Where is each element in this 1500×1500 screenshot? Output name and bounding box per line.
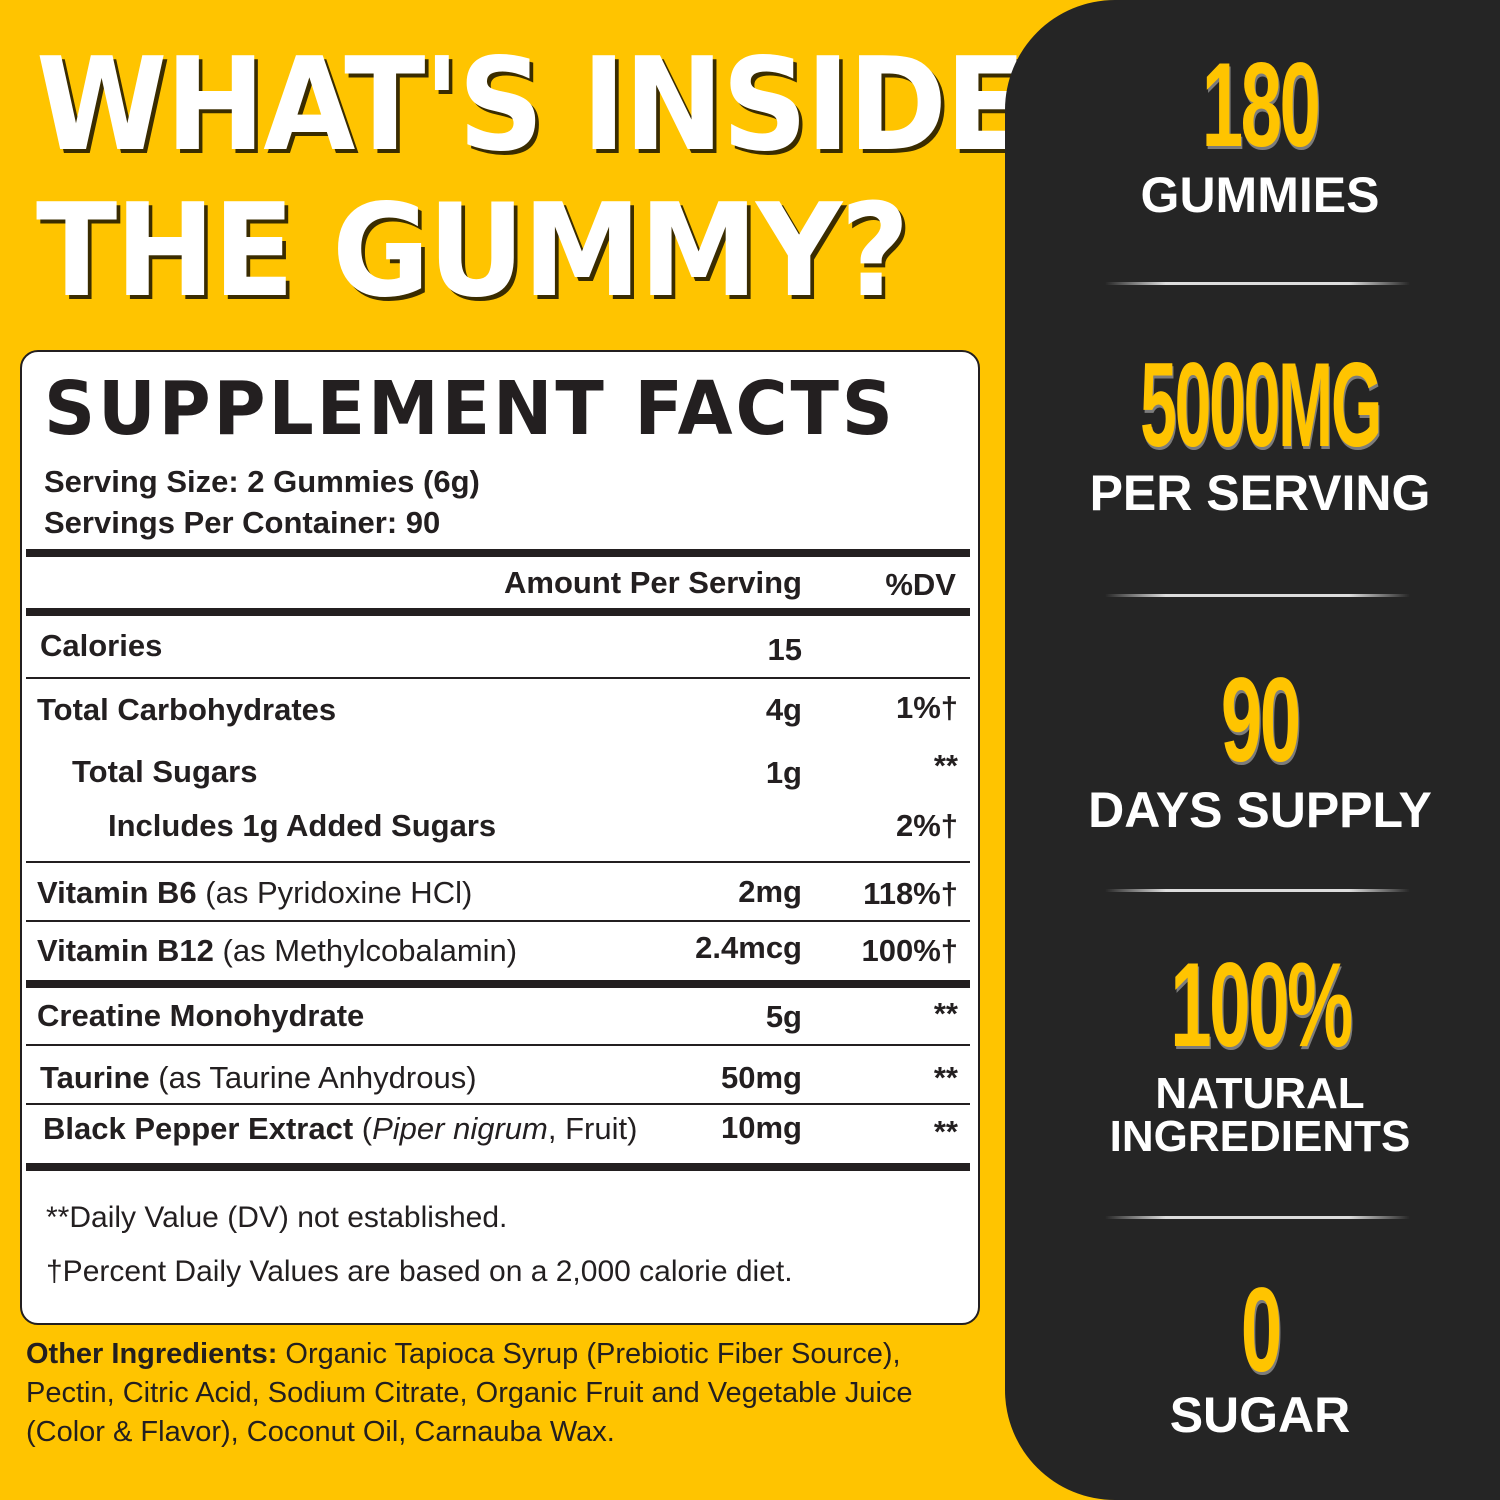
stat-label: PER SERVING	[1089, 465, 1431, 521]
row-dv: 1%†	[895, 690, 958, 725]
row-name: Calories	[40, 628, 163, 663]
stat-value: 0	[1240, 1263, 1282, 1397]
nutrient-detail: (as Pyridoxine HCl)	[205, 875, 473, 910]
row-name: Total Carbohydrates	[37, 692, 337, 727]
stat-value: 90	[1221, 653, 1301, 787]
col-amount-header: Amount Per Serving	[504, 565, 802, 600]
row-dv: **	[933, 1060, 958, 1095]
stat-mg: 5000MG	[1005, 345, 1500, 465]
nutrient-name: Taurine	[40, 1060, 150, 1095]
row-amount: 1g	[765, 755, 802, 790]
row-dv: 118%†	[863, 876, 958, 911]
rule	[26, 1163, 970, 1171]
paren: (	[361, 1111, 373, 1146]
row-name: Taurine (as Taurine Anhydrous)	[40, 1062, 477, 1093]
row-name: Total Sugars	[72, 754, 258, 789]
row-dv: **	[933, 1114, 958, 1149]
stat-value: 5000MG	[1140, 338, 1382, 472]
latin-name: Piper nigrum	[372, 1111, 548, 1146]
label-title: SUPPLEMENT FACTS	[44, 366, 896, 452]
stat-label: DAYS SUPPLY	[1088, 782, 1432, 838]
row-dv: **	[933, 748, 958, 783]
other-ingredients-label: Other Ingredients:	[26, 1338, 278, 1370]
row-name: Black Pepper Extract (Piper nigrum, Frui…	[43, 1113, 637, 1144]
row-amount: 4g	[765, 692, 802, 727]
rule	[26, 980, 970, 988]
rule	[26, 920, 970, 922]
divider	[1105, 1216, 1410, 1219]
row-amount: 2.4mcg	[695, 930, 802, 965]
stat-value: 100%	[1169, 938, 1353, 1072]
footnote-dv: **Daily Value (DV) not established.	[46, 1201, 508, 1234]
divider	[1105, 282, 1410, 285]
row-dv: 2%†	[895, 808, 958, 843]
rule	[26, 549, 970, 557]
paren: , Fruit)	[547, 1111, 638, 1146]
row-name: Includes 1g Added Sugars	[108, 808, 497, 843]
headline-line-2: THE GUMMY?	[36, 177, 909, 326]
row-dv: **	[933, 996, 958, 1031]
nutrient-detail: (as Methylcobalamin)	[222, 933, 518, 968]
servings-per-container: Servings Per Container: 90	[44, 505, 441, 540]
row-dv: 100%†	[861, 933, 958, 968]
stats-panel	[1005, 0, 1500, 1500]
row-amount: 2mg	[738, 874, 802, 909]
stat-label: SUGAR	[1169, 1387, 1351, 1443]
rule	[26, 677, 970, 679]
stat-label: NATURAL	[1155, 1069, 1365, 1118]
rule	[26, 861, 970, 863]
nutrient-name: Vitamin B6	[37, 875, 197, 910]
other-ingredients-text: Organic Tapioca Syrup (Prebiotic Fiber S…	[26, 1338, 913, 1448]
row-name: Creatine Monohydrate	[37, 998, 365, 1033]
row-name: Vitamin B12 (as Methylcobalamin)	[37, 935, 517, 966]
col-dv-header: %DV	[885, 567, 956, 602]
serving-size: Serving Size: 2 Gummies (6g)	[44, 464, 480, 499]
stat-natural: 100%	[1005, 945, 1500, 1065]
nutrient-name: Vitamin B12	[37, 933, 214, 968]
stat-gummies: 180	[1005, 45, 1500, 165]
rule	[26, 1103, 970, 1105]
stat-label-2: INGREDIENTS	[1109, 1112, 1411, 1161]
nutrient-name: Black Pepper Extract	[43, 1111, 354, 1146]
rule	[26, 1044, 970, 1046]
divider	[1105, 889, 1410, 892]
row-amount: 50mg	[721, 1060, 802, 1095]
divider	[1105, 594, 1410, 597]
footnote-percent: †Percent Daily Values are based on a 2,0…	[46, 1255, 793, 1288]
rule	[26, 608, 970, 616]
row-name: Vitamin B6 (as Pyridoxine HCl)	[37, 877, 472, 908]
nutrient-detail: (as Taurine Anhydrous)	[158, 1060, 477, 1095]
stat-label: GUMMIES	[1140, 167, 1380, 223]
row-amount: 5g	[765, 999, 802, 1034]
stat-days: 90	[1005, 660, 1500, 780]
stat-sugar: 0	[1005, 1270, 1500, 1390]
headline-line-1: WHAT'S INSIDE	[36, 31, 1026, 180]
stat-value: 180	[1201, 38, 1321, 172]
supplement-facts-label	[20, 350, 980, 1325]
row-amount: 10mg	[721, 1110, 802, 1145]
row-amount: 15	[767, 632, 802, 667]
other-ingredients: Other Ingredients: Organic Tapioca Syrup…	[26, 1335, 986, 1452]
